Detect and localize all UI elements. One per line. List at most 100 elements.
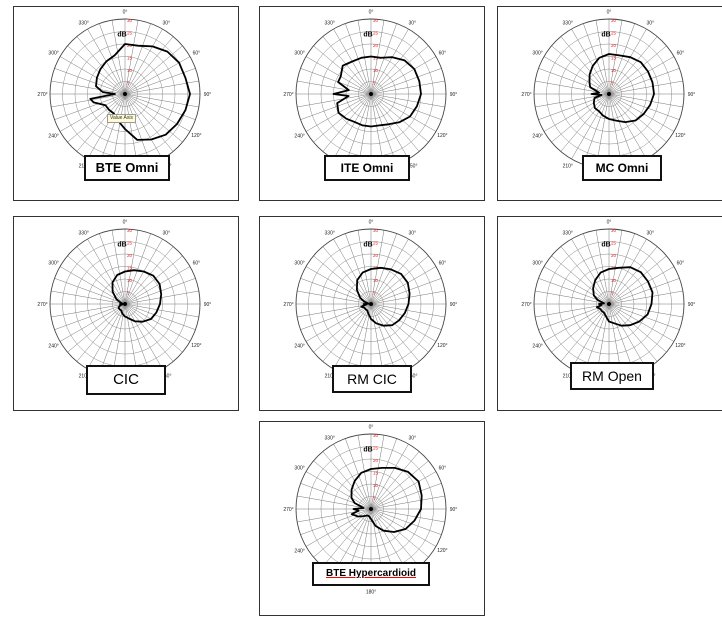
center-point [369,507,373,511]
angle-tick-label: 330° [325,21,335,27]
angle-tick-label: 240° [294,133,304,139]
angle-tick-label: 300° [532,51,542,57]
angle-tick-label: 210° [563,373,573,379]
ring-tick-label: 5 [611,81,614,86]
angle-tick-label: 120° [191,133,201,139]
ring-tick-label: 5 [373,496,376,501]
angle-tick-label: 120° [675,343,685,349]
angle-tick-label: 60° [439,261,447,267]
db-unit-label: dB [601,241,610,248]
db-unit-label: dB [363,446,372,453]
grid-ring [333,471,409,547]
center-point [123,302,127,306]
angle-tick-label: 30° [647,21,655,27]
polar-chart-cic: 510152025300°30°60°90°120°150°180°210°24… [13,216,239,411]
angle-tick-label: 90° [204,92,212,98]
angle-tick-label: 240° [48,133,58,139]
angle-tick-label: 210° [563,163,573,169]
angle-tick-label: 240° [294,548,304,554]
angle-tick-label: 330° [563,21,573,27]
angle-tick-label: 90° [688,92,696,98]
angle-tick-label: 270° [37,92,47,98]
angle-tick-label: 240° [532,133,542,139]
ring-tick-label: 30 [127,228,133,233]
center-point [369,302,373,306]
angle-tick-label: 60° [193,261,201,267]
ring-tick-label: 30 [373,228,379,233]
chart-title-bte-hypercardioid: BTE Hypercardioid [312,562,430,586]
grid-ring [596,291,622,317]
angle-tick-label: 60° [193,51,201,57]
chart-title-bte-omni: BTE Omni [84,155,170,181]
angle-tick-label: 270° [283,302,293,308]
angle-tick-label: 330° [325,436,335,442]
center-point [607,92,611,96]
angle-tick-label: 0° [369,425,374,431]
angle-tick-label: 300° [294,466,304,472]
angle-tick-label: 30° [409,436,417,442]
angle-tick-label: 210° [79,163,89,169]
angle-tick-label: 120° [191,343,201,349]
angle-tick-label: 0° [369,10,374,16]
angle-tick-label: 300° [294,51,304,57]
polar-chart-rm-open: 510152025300°30°60°90°120°150°180°210°24… [497,216,722,411]
ring-tick-label: 15 [127,266,133,271]
ring-tick-label: 10 [373,483,379,488]
polar-data-series [356,266,411,327]
angle-tick-label: 240° [48,343,58,349]
ring-tick-label: 5 [127,291,130,296]
grid-ring [583,278,635,330]
center-point [607,302,611,306]
angle-tick-label: 150° [161,373,171,379]
angle-tick-label: 30° [163,21,171,27]
ring-tick-label: 10 [127,278,133,283]
ring-tick-label: 25 [611,31,617,36]
polar-plot: 510152025300°30°60°90°120°150°180°210°24… [283,220,458,391]
angle-tick-label: 150° [407,163,417,169]
angle-tick-label: 240° [532,343,542,349]
grid-ring [99,278,151,330]
angle-tick-label: 330° [79,21,89,27]
ring-tick-label: 25 [373,446,379,451]
angle-tick-label: 60° [439,51,447,57]
db-unit-label: dB [117,31,126,38]
angle-tick-label: 30° [409,21,417,27]
ring-tick-label: 20 [373,253,379,258]
polar-data-series [350,467,423,533]
angle-tick-label: 150° [407,373,417,379]
ring-tick-label: 30 [373,433,379,438]
ring-tick-label: 20 [611,43,617,48]
ring-tick-label: 10 [373,68,379,73]
ring-tick-label: 5 [127,81,130,86]
ring-tick-label: 10 [127,68,133,73]
ring-tick-label: 20 [373,43,379,48]
db-unit-label: dB [601,31,610,38]
angle-tick-label: 330° [79,231,89,237]
chart-title-text: BTE Hypercardioid [325,568,417,579]
polar-chart-bte-hypercardioid: 510152025300°30°60°90°120°150°180°210°24… [259,421,485,616]
angle-tick-label: 0° [369,220,374,226]
center-point [123,92,127,96]
angle-tick-label: 0° [607,10,612,16]
grid-ring [571,266,647,342]
angle-tick-label: 90° [450,302,458,308]
polar-data-series [111,269,163,323]
grid-ring [320,253,422,355]
polar-chart-rm-cic: 510152025300°30°60°90°120°150°180°210°24… [259,216,485,411]
grid-ring [345,68,397,120]
grid-ring [74,253,176,355]
db-unit-label: dB [363,241,372,248]
grid-ring [571,56,647,132]
angle-tick-label: 120° [437,548,447,554]
angle-tick-label: 270° [521,302,531,308]
angle-tick-label: 270° [37,302,47,308]
angle-tick-label: 270° [283,507,293,513]
grid-ring [87,266,163,342]
grid-ring [358,291,384,317]
angle-tick-label: 210° [79,373,89,379]
angle-tick-label: 60° [677,51,685,57]
angle-tick-label: 120° [437,133,447,139]
value-axis-tooltip: Value Axis [107,114,136,123]
polar-chart-ite-omni: 510152025300°30°60°90°120°150°180°210°24… [259,6,485,201]
ring-tick-label: 10 [373,278,379,283]
